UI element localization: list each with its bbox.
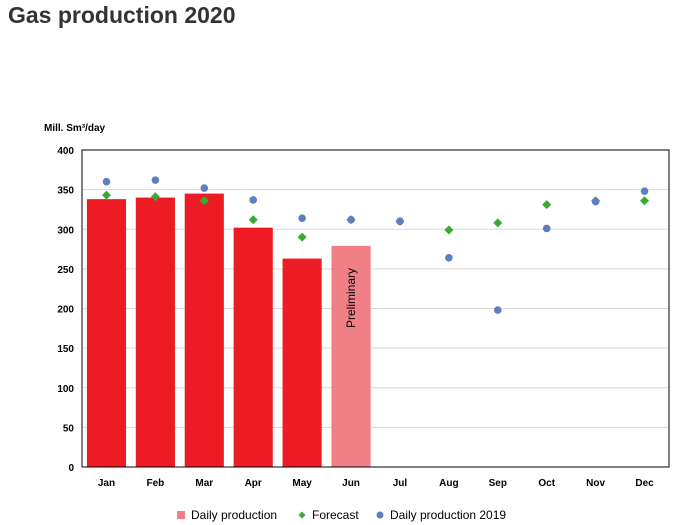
forecast-marker (101, 190, 111, 200)
daily-production-2019-marker (591, 197, 600, 206)
legend: Daily production Forecast Daily production… (177, 508, 506, 522)
legend-swatch-daily-production-2019 (376, 511, 384, 519)
y-tick-label: 300 (57, 225, 74, 236)
daily-production-2019-marker (445, 253, 453, 262)
daily-production-2019-marker (396, 217, 404, 226)
forecast-marker (248, 215, 258, 225)
forecast-marker (444, 225, 454, 235)
bars (86, 193, 371, 468)
daily-production-2019-marker (249, 196, 258, 204)
daily-production-2019-marker (200, 184, 209, 192)
daily-production-2019-marker (493, 306, 502, 314)
forecast-marker (640, 196, 650, 206)
x-tick-label: Nov (586, 478, 605, 489)
forecast-marker (150, 192, 160, 202)
x-tick-label: Mar (195, 478, 213, 489)
x-tick-label: Aug (439, 478, 458, 489)
legend-label: Daily production 2019 (390, 508, 506, 522)
daily-production-bar (233, 227, 273, 467)
forecast-markers (101, 190, 650, 242)
x-tick-label: Dec (635, 478, 654, 489)
daily-production-bar (282, 258, 322, 467)
x-tick-label: Oct (538, 478, 555, 489)
forecast-marker (297, 232, 307, 242)
x-tick-label: Jun (342, 478, 360, 489)
y-tick-label: 0 (68, 463, 74, 474)
daily-production-2019-marker (102, 177, 111, 186)
y-axis-title: Mill. Sm³/day (44, 123, 106, 134)
gridlines (82, 189, 669, 428)
daily-production-2019-markers (102, 176, 649, 314)
x-tick-label: Jul (393, 478, 408, 489)
daily-production-bar (86, 199, 127, 467)
daily-production-bar (184, 193, 224, 467)
daily-production-2019-marker (347, 215, 355, 224)
forecast-marker (199, 196, 209, 206)
preliminary-label: Preliminary (344, 268, 358, 328)
x-tick-label: Feb (146, 478, 164, 489)
x-tick-label: Apr (245, 478, 262, 489)
legend-label: Daily production (191, 508, 277, 522)
y-tick-label: 400 (57, 146, 74, 157)
x-tick-label: May (292, 478, 312, 489)
legend-label: Forecast (312, 508, 359, 522)
daily-production-2019-marker (542, 224, 551, 233)
daily-production-bar (135, 197, 175, 468)
plot-area-frame (81, 149, 670, 468)
legend-swatch-forecast (298, 511, 306, 519)
x-axis-ticks: Jan Feb Mar Apr May Jun Jul Aug Sep Oct Nov Dec (98, 478, 654, 489)
y-tick-label: 50 (63, 423, 75, 434)
y-tick-label: 150 (57, 344, 74, 355)
annotations: Preliminary (344, 268, 358, 328)
y-tick-label: 200 (57, 305, 74, 316)
y-tick-label: 350 (57, 186, 74, 197)
daily-production-2019-marker (298, 214, 306, 222)
forecast-marker (493, 218, 503, 228)
y-axis-ticks: 0 50 100 150 200 250 300 350 400 (57, 146, 74, 474)
y-tick-label: 250 (57, 265, 74, 276)
x-tick-label: Jan (98, 478, 115, 489)
preliminary-bar (331, 245, 371, 467)
daily-production-2019-marker (640, 187, 649, 196)
page-title: Gas production 2020 (8, 2, 236, 28)
x-tick-label: Sep (489, 478, 507, 489)
y-tick-label: 100 (57, 384, 74, 395)
forecast-marker (542, 200, 552, 210)
daily-production-2019-marker (151, 176, 160, 184)
legend-swatch-daily-production (177, 511, 185, 519)
